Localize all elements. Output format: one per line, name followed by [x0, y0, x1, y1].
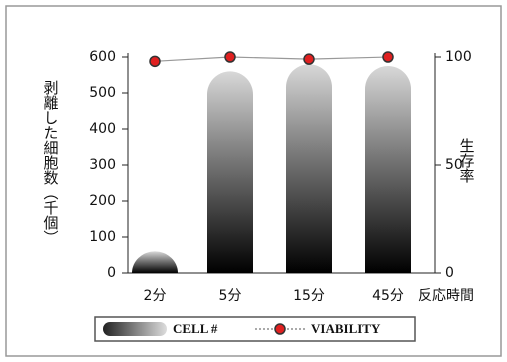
bar	[132, 251, 178, 273]
y2-tick-label: 0	[445, 265, 454, 281]
y2-axis-label: 生存率	[458, 138, 476, 183]
y-tick-label: 200	[89, 193, 116, 209]
y-tick-label: 100	[89, 229, 116, 245]
y2-tick-label: 50	[445, 157, 463, 173]
x-axis-label: 反応時間	[418, 288, 474, 304]
marker	[224, 51, 236, 63]
frame	[5, 5, 502, 357]
x-tick-label: 5分	[219, 288, 242, 304]
x-tick-label: 2分	[144, 288, 167, 304]
bar	[365, 66, 411, 273]
legend-swatch	[103, 322, 167, 336]
line	[154, 56, 389, 62]
y-tick-label: 400	[89, 121, 116, 137]
x-tick-label: 15分	[293, 288, 325, 304]
y-tick-label: 300	[89, 157, 116, 173]
y-axis-label: 剥離した細胞数（千個）	[42, 80, 60, 245]
bar	[286, 64, 332, 273]
bar	[207, 71, 253, 273]
legend-label: VIABILITY	[311, 321, 381, 336]
x-tick-label: 45分	[372, 288, 404, 304]
marker	[382, 51, 394, 63]
y-tick-label: 0	[107, 265, 116, 281]
y-tick-label: 600	[89, 49, 116, 65]
legend-label: CELL #	[173, 321, 218, 336]
marker	[303, 53, 315, 65]
legend-marker	[274, 323, 286, 335]
y-tick-label: 500	[89, 85, 116, 101]
y2-tick-label: 100	[445, 49, 472, 65]
marker	[149, 55, 161, 68]
